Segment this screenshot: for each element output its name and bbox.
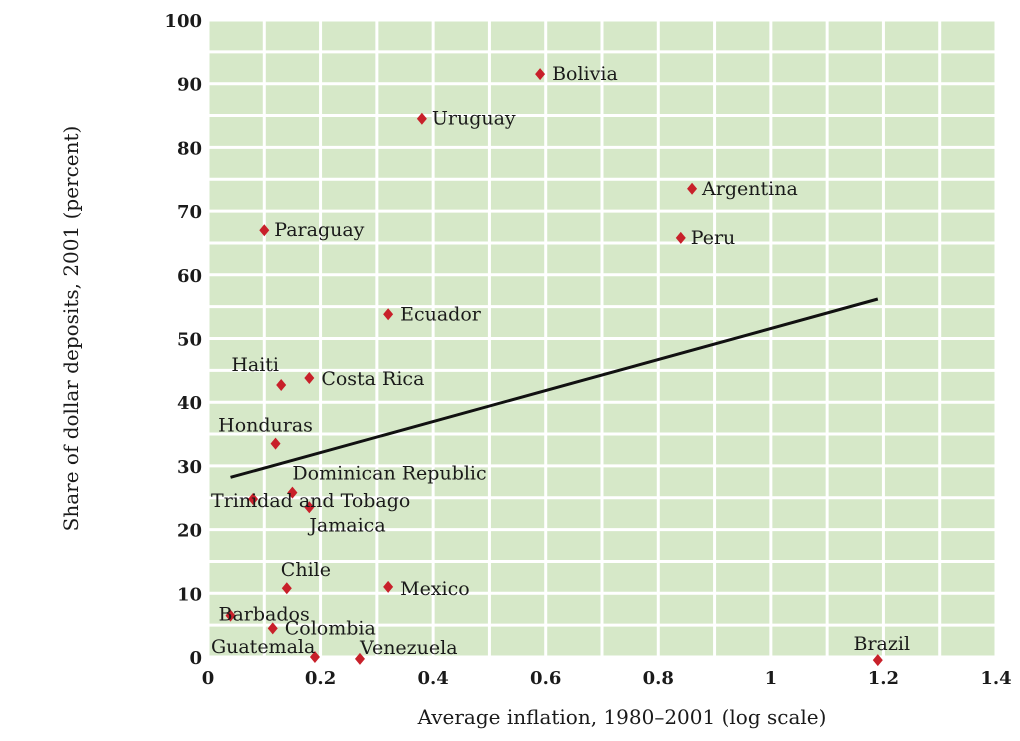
- point-label: Brazil: [854, 633, 911, 655]
- y-tick-label: 30: [177, 457, 202, 478]
- data-point: [675, 231, 686, 244]
- point-labels: Bolivia Uruguay Argentina Paraguay Peru Ecuad…: [211, 63, 910, 659]
- y-tick-label: 50: [177, 330, 202, 351]
- y-axis-label: Share of dollar deposits, 2001 (percent): [59, 126, 83, 532]
- x-tick-label: 0.8: [643, 668, 674, 689]
- y-tick-label: 100: [164, 11, 202, 32]
- x-axis-ticks: 0 0.2 0.4 0.6 0.8 1 1.2 1.4: [202, 668, 1012, 689]
- y-axis-ticks: 0 10 20 30 40 50 60 70 80 90 100: [164, 11, 202, 669]
- data-point: [304, 371, 315, 384]
- data-point: [309, 651, 320, 663]
- point-label: Jamaica: [307, 514, 385, 536]
- data-point: [248, 493, 259, 506]
- x-tick-label: 1.2: [868, 668, 899, 689]
- point-label: Ecuador: [400, 303, 482, 325]
- y-tick-label: 80: [177, 138, 202, 159]
- x-tick-label: 1.4: [980, 668, 1011, 689]
- x-tick-label: 0.6: [530, 668, 561, 689]
- point-label: Bolivia: [552, 63, 618, 85]
- point-label: Uruguay: [432, 108, 516, 130]
- point-label: Paraguay: [274, 219, 364, 241]
- data-point: [416, 112, 427, 125]
- point-label: Colombia: [285, 617, 376, 639]
- data-point: [281, 582, 292, 595]
- x-tick-label: 1: [765, 668, 778, 689]
- point-label: Mexico: [400, 578, 470, 600]
- point-label: Peru: [691, 227, 736, 249]
- data-point: [270, 437, 281, 450]
- data-point: [687, 182, 698, 195]
- point-label: Argentina: [701, 178, 798, 200]
- point-label: Guatemala: [211, 636, 315, 658]
- x-tick-label: 0.2: [305, 668, 336, 689]
- data-point: [383, 308, 394, 321]
- data-point: [276, 379, 287, 392]
- point-label: Dominican Republic: [292, 463, 486, 485]
- y-tick-label: 70: [177, 202, 202, 223]
- trendline-group: [230, 297, 879, 479]
- point-label: Venezuela: [359, 637, 458, 659]
- data-point: [383, 580, 394, 593]
- y-tick-label: 90: [177, 75, 202, 96]
- data-point: [304, 501, 315, 514]
- data-points: [225, 68, 883, 667]
- y-tick-label: 10: [177, 584, 202, 605]
- y-tick-label: 60: [177, 266, 202, 287]
- data-point: [225, 609, 236, 622]
- data-point: [872, 654, 883, 667]
- point-label: Trinidad and Tobago: [211, 490, 410, 512]
- point-label: Barbados: [219, 604, 310, 626]
- point-label: Chile: [281, 559, 331, 581]
- data-point: [267, 622, 278, 635]
- point-label: Costa Rica: [321, 368, 424, 390]
- y-tick-label: 0: [189, 648, 202, 669]
- y-tick-label: 40: [177, 393, 202, 414]
- x-tick-label: 0.4: [417, 668, 448, 689]
- data-point: [287, 486, 298, 499]
- grid: [206, 18, 998, 659]
- point-label: Haiti: [231, 354, 279, 376]
- y-tick-label: 20: [177, 521, 202, 542]
- data-point: [354, 652, 365, 665]
- x-axis-label: Average inflation, 1980–2001 (log scale): [417, 705, 827, 729]
- x-tick-label: 0: [202, 668, 215, 689]
- data-point: [535, 68, 546, 81]
- trendline: [230, 297, 879, 479]
- point-label: Honduras: [218, 415, 313, 437]
- data-point: [259, 224, 270, 237]
